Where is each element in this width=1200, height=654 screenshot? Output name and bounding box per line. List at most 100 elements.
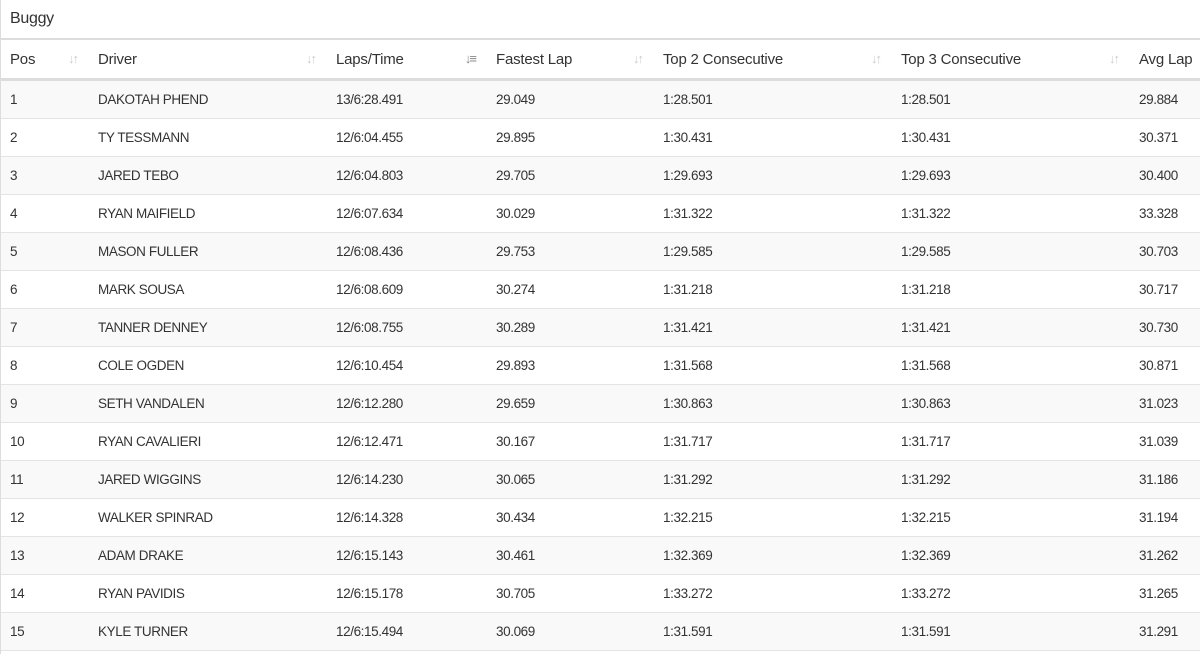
table-row: 12 WALKER SPINRAD 12/6:14.328 30.434 1:32.21… — [1, 498, 1200, 537]
results-table: Pos ↓↑ Driver ↓↑ Laps/Time ↓≡ Fastest Lap ↓↑ Top… — [1, 40, 1200, 651]
cell-driver: MASON FULLER — [89, 232, 327, 271]
cell-pos: 13 — [1, 536, 89, 575]
cell-driver: COLE OGDEN — [89, 346, 327, 385]
column-header-fastest-lap[interactable]: Fastest Lap ↓↑ — [487, 40, 654, 81]
sort-icon[interactable]: ↓↑ — [1109, 51, 1120, 66]
cell-fastest-lap: 30.274 — [487, 270, 654, 309]
cell-top2-consecutive: 1:31.591 — [654, 612, 892, 651]
cell-avg-lap: 31.262 — [1130, 536, 1200, 575]
cell-fastest-lap: 30.069 — [487, 612, 654, 651]
cell-fastest-lap: 30.434 — [487, 498, 654, 537]
cell-top2-consecutive: 1:31.292 — [654, 460, 892, 499]
cell-top2-consecutive: 1:30.431 — [654, 118, 892, 157]
header-row: Pos ↓↑ Driver ↓↑ Laps/Time ↓≡ Fastest Lap ↓↑ Top… — [1, 40, 1200, 81]
cell-top2-consecutive: 1:32.215 — [654, 498, 892, 537]
cell-avg-lap: 31.039 — [1130, 422, 1200, 461]
cell-driver: TANNER DENNEY — [89, 308, 327, 347]
cell-avg-lap: 31.186 — [1130, 460, 1200, 499]
cell-laps-time: 12/6:04.803 — [327, 156, 487, 195]
cell-top2-consecutive: 1:33.272 — [654, 574, 892, 613]
cell-avg-lap: 33.328 — [1130, 194, 1200, 233]
cell-pos: 6 — [1, 270, 89, 309]
cell-pos: 8 — [1, 346, 89, 385]
cell-driver: JARED WIGGINS — [89, 460, 327, 499]
cell-laps-time: 12/6:04.455 — [327, 118, 487, 157]
cell-driver: TY TESSMANN — [89, 118, 327, 157]
cell-top3-consecutive: 1:28.501 — [892, 79, 1130, 119]
cell-laps-time: 12/6:15.178 — [327, 574, 487, 613]
cell-avg-lap: 30.717 — [1130, 270, 1200, 309]
cell-fastest-lap: 30.289 — [487, 308, 654, 347]
cell-laps-time: 12/6:15.494 — [327, 612, 487, 651]
cell-fastest-lap: 29.049 — [487, 79, 654, 119]
cell-top3-consecutive: 1:31.568 — [892, 346, 1130, 385]
cell-top3-consecutive: 1:29.693 — [892, 156, 1130, 195]
cell-driver: RYAN PAVIDIS — [89, 574, 327, 613]
cell-avg-lap: 31.291 — [1130, 612, 1200, 651]
sort-icon[interactable]: ↓↑ — [871, 51, 882, 66]
cell-pos: 9 — [1, 384, 89, 423]
cell-pos: 11 — [1, 460, 89, 499]
table-row: 1 DAKOTAH PHEND 13/6:28.491 29.049 1:28.501 1… — [1, 79, 1200, 119]
cell-laps-time: 13/6:28.491 — [327, 79, 487, 119]
table-row: 13 ADAM DRAKE 12/6:15.143 30.461 1:32.369 1:3… — [1, 536, 1200, 575]
cell-laps-time: 12/6:10.454 — [327, 346, 487, 385]
cell-laps-time: 12/6:14.230 — [327, 460, 487, 499]
cell-top2-consecutive: 1:30.863 — [654, 384, 892, 423]
cell-avg-lap: 30.400 — [1130, 156, 1200, 195]
cell-fastest-lap: 29.893 — [487, 346, 654, 385]
cell-laps-time: 12/6:15.143 — [327, 536, 487, 575]
cell-avg-lap: 31.194 — [1130, 498, 1200, 537]
cell-fastest-lap: 30.461 — [487, 536, 654, 575]
cell-pos: 15 — [1, 612, 89, 651]
cell-fastest-lap: 29.753 — [487, 232, 654, 271]
table-row: 10 RYAN CAVALIERI 12/6:12.471 30.167 1:31.71… — [1, 422, 1200, 461]
sort-icon[interactable]: ↓↑ — [633, 51, 644, 66]
cell-top3-consecutive: 1:31.717 — [892, 422, 1130, 461]
column-header-avg-lap[interactable]: Avg Lap — [1130, 40, 1200, 81]
table-row: 8 COLE OGDEN 12/6:10.454 29.893 1:31.568 1:31… — [1, 346, 1200, 385]
cell-top2-consecutive: 1:28.501 — [654, 79, 892, 119]
cell-top2-consecutive: 1:31.717 — [654, 422, 892, 461]
cell-pos: 4 — [1, 194, 89, 233]
cell-pos: 12 — [1, 498, 89, 537]
cell-pos: 10 — [1, 422, 89, 461]
cell-pos: 7 — [1, 308, 89, 347]
column-header-pos[interactable]: Pos ↓↑ — [1, 40, 89, 81]
sort-icon[interactable]: ↓↑ — [68, 51, 79, 66]
column-label: Top 2 Consecutive — [663, 50, 784, 68]
cell-pos: 2 — [1, 118, 89, 157]
cell-avg-lap: 29.884 — [1130, 79, 1200, 119]
cell-fastest-lap: 30.705 — [487, 574, 654, 613]
cell-top3-consecutive: 1:33.272 — [892, 574, 1130, 613]
cell-pos: 1 — [1, 79, 89, 119]
cell-top3-consecutive: 1:31.292 — [892, 460, 1130, 499]
cell-avg-lap: 30.703 — [1130, 232, 1200, 271]
cell-top2-consecutive: 1:31.322 — [654, 194, 892, 233]
table-row: 6 MARK SOUSA 12/6:08.609 30.274 1:31.218 1:31… — [1, 270, 1200, 309]
sort-icon[interactable]: ↓↑ — [306, 51, 317, 66]
cell-laps-time: 12/6:07.634 — [327, 194, 487, 233]
cell-laps-time: 12/6:12.471 — [327, 422, 487, 461]
cell-avg-lap: 31.023 — [1130, 384, 1200, 423]
column-header-laps-time[interactable]: Laps/Time ↓≡ — [327, 40, 487, 81]
column-header-driver[interactable]: Driver ↓↑ — [89, 40, 327, 81]
class-title: Buggy — [1, 0, 1200, 40]
cell-driver: MARK SOUSA — [89, 270, 327, 309]
column-header-top3-consecutive[interactable]: Top 3 Consecutive ↓↑ — [892, 40, 1130, 81]
cell-driver: JARED TEBO — [89, 156, 327, 195]
sort-desc-icon[interactable]: ↓≡ — [464, 51, 477, 66]
cell-driver: RYAN MAIFIELD — [89, 194, 327, 233]
cell-fastest-lap: 29.705 — [487, 156, 654, 195]
table-row: 14 RYAN PAVIDIS 12/6:15.178 30.705 1:33.272 1… — [1, 574, 1200, 613]
column-header-top2-consecutive[interactable]: Top 2 Consecutive ↓↑ — [654, 40, 892, 81]
cell-driver: DAKOTAH PHEND — [89, 79, 327, 119]
cell-driver: RYAN CAVALIERI — [89, 422, 327, 461]
column-label: Driver — [98, 50, 137, 68]
cell-top2-consecutive: 1:31.218 — [654, 270, 892, 309]
cell-pos: 14 — [1, 574, 89, 613]
cell-avg-lap: 30.371 — [1130, 118, 1200, 157]
column-label: Pos — [10, 50, 36, 68]
cell-top2-consecutive: 1:29.693 — [654, 156, 892, 195]
